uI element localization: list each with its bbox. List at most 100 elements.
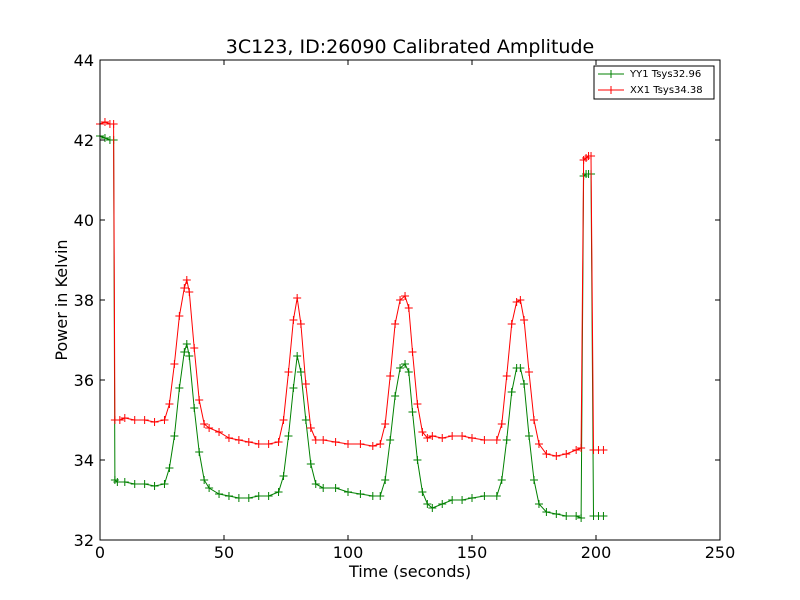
data-point — [401, 360, 410, 368]
chart-title: 3C123, ID:26090 Calibrated Amplitude — [226, 36, 594, 58]
data-point — [293, 294, 302, 302]
data-point — [175, 384, 184, 392]
data-point — [344, 488, 352, 496]
data-point — [279, 472, 288, 480]
data-point — [195, 396, 204, 404]
data-point — [396, 364, 405, 372]
data-point — [215, 490, 224, 498]
data-point — [534, 500, 543, 508]
data-point — [516, 296, 525, 304]
data-point — [170, 432, 179, 440]
data-point — [542, 508, 551, 516]
data-point — [391, 392, 400, 400]
data-point — [404, 304, 413, 312]
data-point — [160, 416, 169, 424]
data-point — [130, 480, 139, 488]
data-point — [502, 372, 511, 380]
tick-layer: 0 50 100 150 200 250 32 34 36 38 40 42 44 — [74, 51, 736, 562]
data-point — [319, 484, 328, 492]
data-point — [274, 488, 283, 496]
data-point — [408, 408, 417, 416]
x-tick-label: 200 — [581, 543, 612, 562]
data-point — [468, 494, 476, 502]
data-point — [306, 460, 315, 468]
data-point — [180, 348, 189, 356]
x-tick-label: 150 — [457, 543, 488, 562]
y-tick-label: 42 — [74, 131, 94, 150]
data-point — [562, 512, 571, 520]
data-point — [224, 434, 233, 442]
data-point — [150, 482, 159, 490]
data-point — [140, 416, 149, 424]
data-point — [264, 440, 273, 448]
data-point — [396, 296, 405, 304]
data-point — [234, 436, 243, 444]
series-line-0 — [99, 135, 604, 519]
data-point — [185, 352, 194, 360]
data-point — [502, 436, 511, 444]
data-point — [525, 432, 534, 440]
data-point — [113, 478, 122, 486]
data-point — [289, 316, 298, 324]
data-point — [140, 480, 149, 488]
y-tick-label: 34 — [74, 451, 94, 470]
data-point — [120, 478, 129, 486]
data-point — [516, 364, 525, 372]
data-point — [542, 450, 551, 458]
data-point — [391, 320, 400, 328]
data-point — [552, 510, 561, 518]
data-point — [289, 384, 298, 392]
data-point — [356, 490, 365, 498]
y-tick-label: 36 — [74, 371, 94, 390]
data-point — [530, 416, 538, 424]
data-point — [599, 512, 608, 520]
data-point — [423, 434, 432, 442]
data-point — [520, 316, 529, 324]
data-point — [577, 514, 586, 522]
data-point — [599, 446, 608, 454]
data-point — [205, 424, 214, 432]
data-point — [319, 436, 328, 444]
legend: YY1 Tsys32.96 XX1 Tsys34.38 — [593, 65, 715, 100]
data-point — [423, 500, 432, 508]
data-point — [109, 120, 118, 128]
data-point — [507, 320, 516, 328]
data-point — [224, 492, 233, 500]
data-point — [331, 438, 340, 446]
data-point — [115, 416, 124, 424]
data-point — [190, 344, 199, 352]
data-point — [438, 500, 447, 508]
data-point — [458, 432, 467, 440]
data-point — [215, 428, 224, 436]
data-point — [100, 134, 109, 142]
data-point — [301, 380, 310, 388]
data-point — [165, 464, 174, 472]
data-point — [587, 152, 596, 160]
y-tick-label: 38 — [74, 291, 94, 310]
data-point — [438, 434, 447, 442]
data-point — [534, 440, 543, 448]
data-point — [480, 492, 489, 500]
data-point — [418, 488, 427, 496]
data-point — [234, 494, 243, 502]
series-line-1 — [99, 121, 604, 457]
data-point — [185, 288, 194, 296]
data-point — [401, 292, 410, 300]
data-point — [448, 432, 457, 440]
data-point — [254, 440, 263, 448]
data-point — [404, 368, 413, 376]
data-point — [413, 400, 422, 408]
data-point — [376, 492, 385, 500]
data-point — [100, 118, 109, 126]
data-point — [413, 456, 422, 464]
series-1 — [96, 118, 608, 460]
data-point — [552, 452, 561, 460]
data-point — [381, 476, 390, 484]
data-point — [386, 372, 395, 380]
data-point — [274, 438, 283, 446]
data-point — [562, 450, 571, 458]
data-point — [507, 388, 516, 396]
legend-box — [593, 65, 715, 100]
data-point — [170, 360, 179, 368]
data-point — [279, 416, 288, 424]
